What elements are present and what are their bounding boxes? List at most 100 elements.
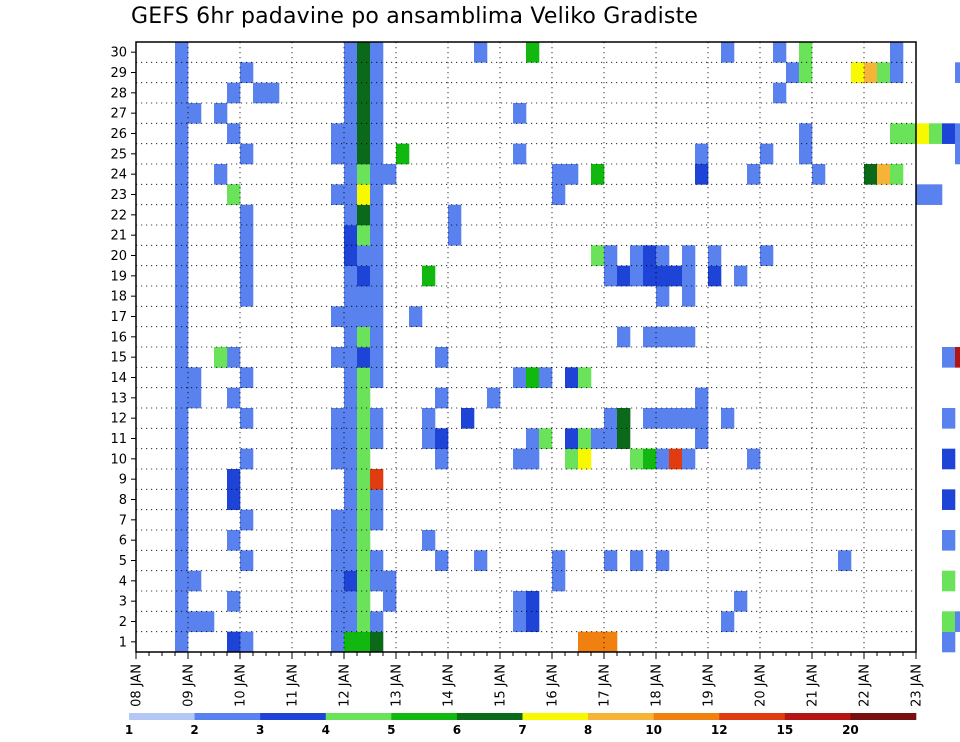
heatmap-cell	[175, 82, 189, 104]
colorbar-swatch	[260, 713, 327, 720]
heatmap-cell	[357, 164, 371, 185]
heatmap-cell	[175, 245, 189, 266]
heatmap-cell	[513, 448, 527, 470]
heatmap-cell	[435, 448, 449, 470]
colorbar-label: 6	[453, 723, 461, 737]
heatmap-cell	[526, 367, 540, 388]
heatmap-cell	[435, 387, 449, 409]
heatmap-cell	[656, 326, 670, 348]
heatmap-cell	[474, 550, 488, 571]
heatmap-cell	[630, 265, 644, 287]
heatmap-cell	[955, 62, 960, 83]
heatmap-cell	[175, 428, 189, 449]
heatmap-cell	[721, 408, 735, 429]
heatmap-cell	[240, 550, 254, 571]
heatmap-cell	[331, 570, 345, 592]
heatmap-cell	[175, 591, 189, 612]
colorbar-label: 8	[584, 723, 592, 737]
heatmap-cell	[175, 631, 189, 653]
heatmap-cell	[175, 367, 189, 388]
heatmap-cell	[175, 204, 189, 226]
heatmap-cell	[344, 387, 358, 409]
heatmap-cell	[604, 428, 618, 449]
y-tick-label: 20	[110, 249, 127, 264]
heatmap-cell	[357, 245, 371, 266]
colorbar-swatch	[129, 713, 195, 720]
colorbar-swatch	[588, 713, 654, 720]
heatmap-cell	[370, 265, 384, 287]
heatmap-cell	[773, 42, 787, 63]
heatmap-cell	[942, 448, 956, 470]
heatmap-cells	[175, 42, 960, 653]
heatmap-cell	[175, 164, 189, 185]
heatmap-cell	[344, 469, 358, 490]
heatmap-cell	[331, 591, 345, 612]
heatmap-cell	[370, 164, 384, 185]
heatmap-cell	[721, 611, 735, 632]
heatmap-cell	[656, 286, 670, 307]
heatmap-cell	[344, 448, 358, 470]
heatmap-cell	[877, 62, 891, 83]
heatmap-cell	[188, 611, 202, 632]
heatmap-cell	[175, 42, 189, 63]
heatmap-cell	[344, 123, 358, 144]
heatmap-cell	[344, 489, 358, 510]
heatmap-cell	[344, 306, 358, 327]
heatmap-cell	[357, 591, 371, 612]
heatmap-cell	[656, 448, 670, 470]
heatmap-cell	[344, 225, 358, 246]
heatmap-cell	[890, 164, 904, 185]
heatmap-cell	[682, 286, 696, 307]
heatmap-cell	[695, 387, 709, 409]
heatmap-cell	[578, 631, 592, 653]
heatmap-cell	[513, 591, 527, 612]
y-tick-label: 26	[110, 127, 127, 142]
x-tick-label: 09 JAN	[182, 664, 197, 707]
heatmap-cell	[240, 448, 254, 470]
heatmap-cell	[643, 326, 657, 348]
heatmap-cell	[370, 347, 384, 368]
heatmap-cell	[370, 245, 384, 266]
heatmap-cell	[513, 103, 527, 124]
heatmap-cell	[799, 62, 813, 83]
heatmap-cell	[552, 164, 566, 185]
heatmap-cell	[188, 103, 202, 124]
heatmap-cell	[214, 103, 228, 124]
heatmap-cell	[240, 62, 254, 83]
y-tick-label: 30	[110, 46, 127, 61]
heatmap-cell	[357, 611, 371, 632]
heatmap-cell	[669, 326, 683, 348]
heatmap-cell	[916, 123, 930, 144]
heatmap-cell	[370, 489, 384, 510]
heatmap-cell	[253, 82, 267, 104]
heatmap-cell	[942, 489, 956, 510]
heatmap-cell	[175, 326, 189, 348]
heatmap-cell	[357, 265, 371, 287]
x-tick-label: 17 JAN	[598, 664, 613, 707]
heatmap-cell	[942, 347, 956, 368]
chart-title: GEFS 6hr padavine po ansamblima Veliko G…	[131, 4, 699, 29]
colorbar-swatch	[719, 713, 786, 720]
heatmap-cell	[357, 82, 371, 104]
heatmap-cell	[331, 631, 345, 653]
x-tick-label: 10 JAN	[234, 664, 249, 707]
heatmap-cell	[344, 103, 358, 124]
heatmap-cell	[526, 448, 540, 470]
heatmap-cell	[383, 164, 397, 185]
heatmap-cell	[955, 143, 960, 165]
heatmap-cell	[370, 428, 384, 449]
heatmap-cell	[344, 611, 358, 632]
heatmap-cell	[604, 408, 618, 429]
heatmap-cell	[526, 42, 540, 63]
x-tick-label: 20 JAN	[754, 664, 769, 707]
heatmap-cell	[175, 123, 189, 144]
heatmap-cell	[565, 448, 579, 470]
heatmap-cell	[669, 408, 683, 429]
heatmap-cell	[929, 123, 943, 144]
heatmap-cell	[604, 265, 618, 287]
heatmap-cell	[682, 326, 696, 348]
heatmap-cell	[227, 347, 241, 368]
heatmap-cell	[617, 428, 631, 449]
heatmap-cell	[357, 326, 371, 348]
heatmap-cell	[760, 143, 774, 165]
